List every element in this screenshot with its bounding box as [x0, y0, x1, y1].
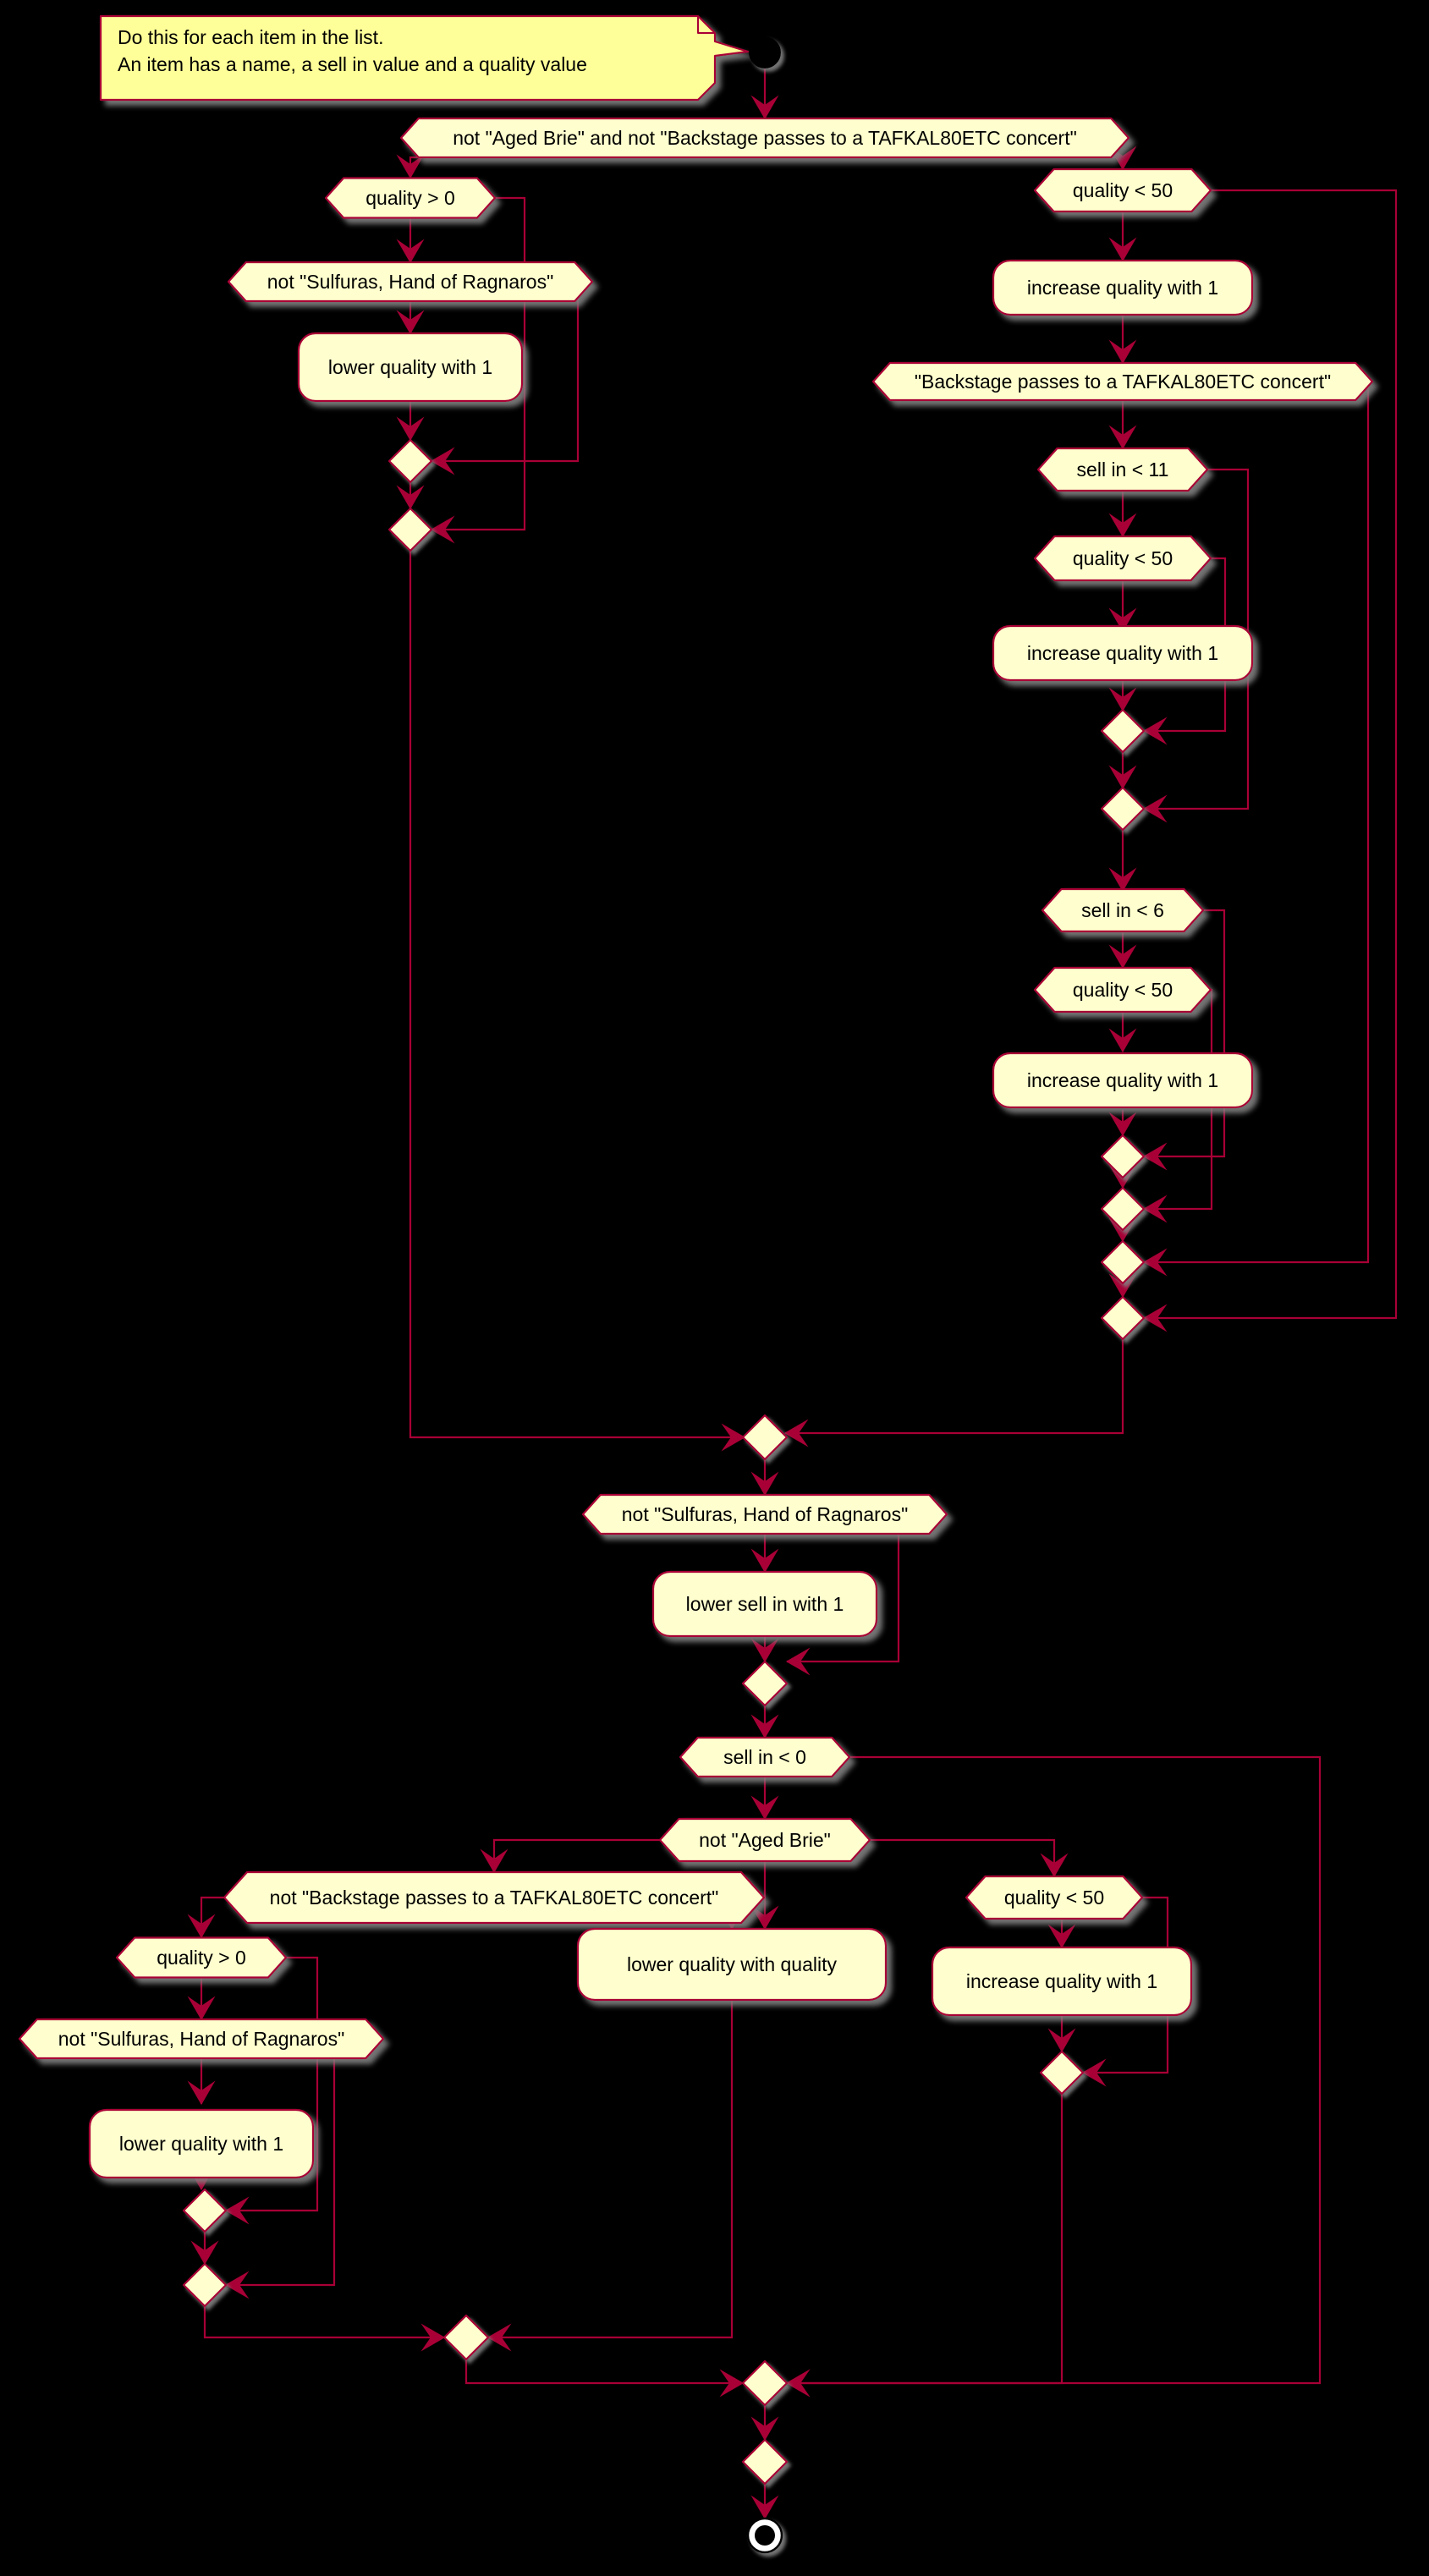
svg-text:sell in < 11: sell in < 11	[1077, 459, 1169, 481]
svg-text:increase quality with 1: increase quality with 1	[1027, 1069, 1218, 1091]
svg-text:sell in < 0: sell in < 0	[723, 1746, 806, 1768]
svg-text:lower sell in with 1: lower sell in with 1	[686, 1593, 844, 1615]
svg-text:not "Aged Brie": not "Aged Brie"	[699, 1829, 831, 1851]
svg-text:not "Sulfuras, Hand of Ragnaro: not "Sulfuras, Hand of Ragnaros"	[58, 2028, 345, 2050]
svg-text:quality < 50: quality < 50	[1073, 547, 1173, 569]
svg-text:sell in < 6: sell in < 6	[1081, 899, 1164, 921]
svg-text:quality < 50: quality < 50	[1073, 979, 1173, 1001]
svg-text:not "Aged Brie" and not "Backs: not "Aged Brie" and not "Backstage passe…	[453, 127, 1077, 149]
svg-text:quality < 50: quality < 50	[1073, 179, 1173, 201]
svg-text:An item has a name, a sell in: An item has a name, a sell in value and …	[118, 53, 587, 75]
svg-text:quality > 0: quality > 0	[365, 187, 455, 209]
svg-text:quality < 50: quality < 50	[1004, 1887, 1104, 1909]
svg-text:quality > 0: quality > 0	[157, 1947, 246, 1969]
svg-text:not "Sulfuras, Hand of Ragnaro: not "Sulfuras, Hand of Ragnaros"	[267, 271, 554, 293]
svg-text:increase quality with 1: increase quality with 1	[966, 1970, 1157, 1992]
svg-text:lower quality with 1: lower quality with 1	[119, 2133, 283, 2155]
svg-text:increase quality with 1: increase quality with 1	[1027, 642, 1218, 664]
svg-text:lower quality with quality: lower quality with quality	[627, 1953, 838, 1975]
svg-text:not "Backstage passes to a TAF: not "Backstage passes to a TAFKAL80ETC c…	[270, 1887, 719, 1909]
svg-text:Do this for each item in the l: Do this for each item in the list.	[118, 26, 383, 48]
svg-text:increase quality with 1: increase quality with 1	[1027, 277, 1218, 299]
svg-text:"Backstage passes to a TAFKAL8: "Backstage passes to a TAFKAL80ETC conce…	[915, 371, 1331, 393]
svg-text:lower quality with 1: lower quality with 1	[328, 356, 492, 378]
svg-text:not "Sulfuras, Hand of Ragnaro: not "Sulfuras, Hand of Ragnaros"	[622, 1503, 909, 1525]
